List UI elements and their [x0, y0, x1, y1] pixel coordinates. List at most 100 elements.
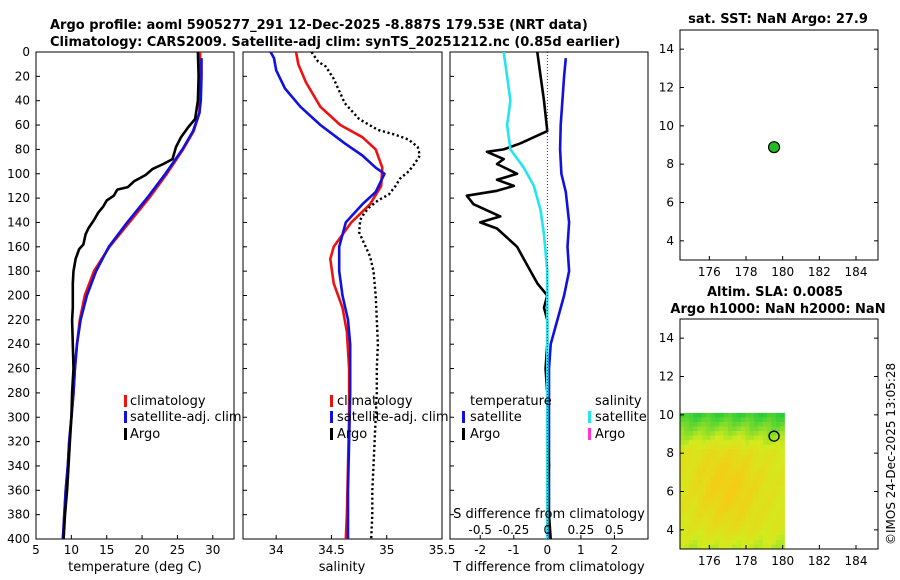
sla-cell [771, 426, 777, 432]
sla-cell [745, 490, 751, 495]
sla-cell [736, 539, 742, 545]
sla-cell [754, 485, 759, 491]
salinity-xlabel: salinity [319, 560, 366, 575]
sla-cell [732, 526, 737, 532]
sla-cell [714, 476, 720, 482]
sla-cell [780, 480, 785, 486]
sla-cell [701, 435, 707, 441]
sla-cell [745, 485, 751, 491]
sla-cell [706, 440, 711, 446]
depth-tick-label: 380 [7, 508, 30, 522]
sla-cell [719, 485, 724, 491]
difference-legend: temperature satellite Argo salinity sate… [462, 394, 647, 442]
sla-cell [693, 494, 698, 500]
sla-cell [775, 499, 781, 505]
sla-cell [727, 462, 733, 468]
sla-cell [736, 526, 742, 532]
y-tick-label: 4 [666, 523, 674, 537]
sla-cell [775, 512, 781, 518]
sla-cell [719, 444, 724, 450]
sla-cell [680, 435, 685, 441]
sla-cell [697, 480, 703, 486]
sla-cell [740, 490, 746, 495]
sla-cell [775, 453, 781, 459]
sla-cell [723, 458, 729, 464]
sla-cell [745, 512, 751, 518]
sla-cell [697, 462, 703, 468]
sla-cell [749, 499, 755, 505]
sla-cell [767, 521, 772, 527]
sla-cell [767, 449, 772, 455]
argo-position-marker [767, 141, 781, 154]
sla-cell [706, 458, 711, 464]
sla-cell [684, 476, 690, 482]
sla-cell [693, 476, 698, 482]
sla-cell [775, 544, 781, 550]
x-tick-label: 178 [735, 554, 758, 568]
sla-cell [749, 539, 755, 545]
sla-cell [732, 544, 737, 550]
sla-cell [775, 476, 781, 482]
sla-cell [680, 539, 685, 545]
sla-cell [732, 458, 737, 464]
sla-cell [780, 535, 785, 541]
sla-cell [727, 421, 733, 427]
sla-cell [706, 471, 711, 477]
sla-cell [684, 426, 690, 432]
sla-cell [727, 508, 733, 514]
legend-swatch-satellite [124, 411, 127, 423]
sla-cell [758, 421, 764, 427]
sla-cell [736, 503, 742, 509]
x-tick-label: 178 [735, 265, 758, 279]
sla-cell [762, 521, 768, 527]
sla-cell [684, 449, 690, 455]
sla-cell [762, 431, 768, 436]
x-tick-label: 0 [544, 543, 552, 557]
sla-cell [767, 517, 772, 523]
sla-cell [684, 431, 690, 436]
sla-cell [762, 471, 768, 477]
sla-cell [680, 544, 685, 550]
y-tick-label: 10 [659, 119, 674, 133]
sla-cell [780, 530, 785, 536]
depth-tick-label: 140 [7, 215, 30, 229]
sla-cell [697, 417, 703, 423]
sla-cell [767, 471, 772, 477]
sla-cell [727, 440, 733, 446]
sla-cell [701, 517, 707, 523]
sla-cell [775, 412, 781, 418]
x-tick-label: 30 [205, 543, 220, 557]
sla-cell [714, 508, 720, 514]
sla-cell [762, 435, 768, 441]
sla-cell [740, 480, 746, 486]
sla-cell [740, 426, 746, 432]
sla-cell [723, 485, 729, 491]
sla-cell [684, 494, 690, 500]
sla-cell [697, 517, 703, 523]
sla-cell [688, 462, 694, 468]
depth-tick-label: 0 [22, 45, 30, 59]
depth-axis: 0 20 40 60 80 100 120 140 160 180 200 220 240 260 280 3… [7, 45, 454, 546]
sla-cell [732, 440, 737, 446]
sla-cell [693, 421, 698, 427]
sla-cell [780, 521, 785, 527]
sla-cell [732, 535, 737, 541]
sla-cell [688, 480, 694, 486]
x-tick-label: 184 [845, 554, 868, 568]
sla-cell [701, 444, 707, 450]
x-tick-label: 176 [698, 554, 721, 568]
depth-tick-label: 200 [7, 289, 30, 303]
sla-cell [688, 508, 694, 514]
sla-cell [706, 539, 711, 545]
sla-cell [701, 539, 707, 545]
sla-cell [693, 431, 698, 436]
timestamp: ©IMOS 24-Dec-2025 13:05:28 [884, 363, 898, 545]
sla-cell [740, 444, 746, 450]
sla-cell [693, 539, 698, 545]
sla-cell [706, 517, 711, 523]
sla-cell [736, 412, 742, 418]
sla-cell [714, 490, 720, 495]
sla-cell [697, 530, 703, 536]
sla-cell [693, 490, 698, 495]
x-tick-label: 20 [134, 543, 149, 557]
